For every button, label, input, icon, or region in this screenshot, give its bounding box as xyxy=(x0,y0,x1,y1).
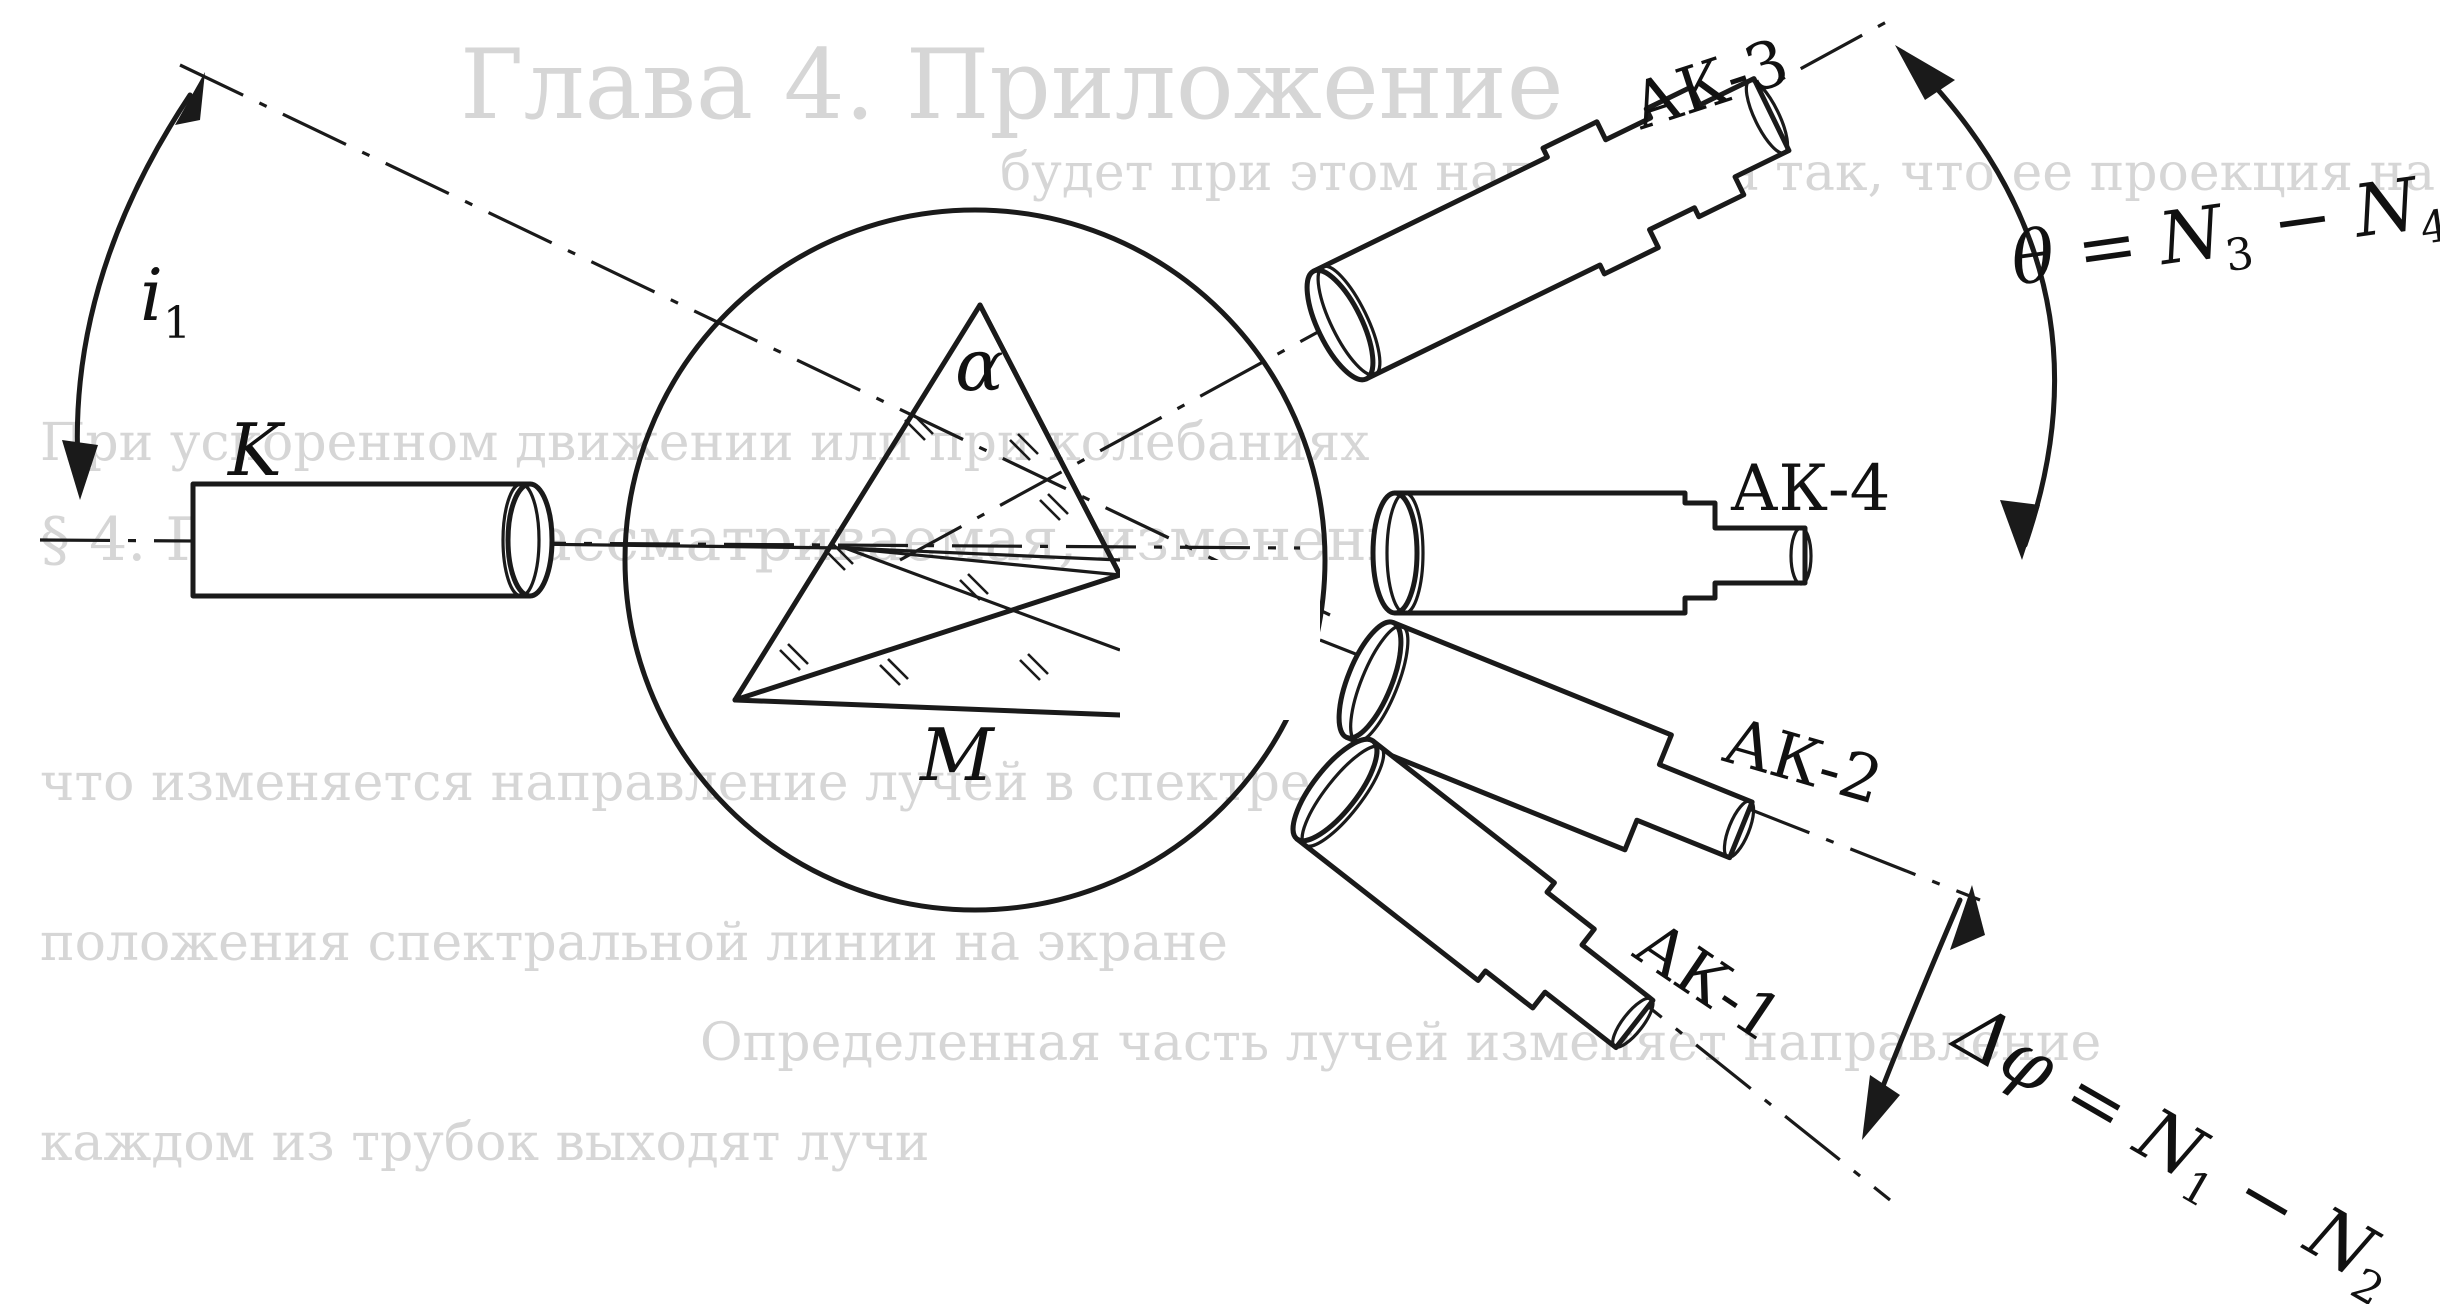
bleed-line-7: каждом из трубок выходят лучи xyxy=(40,1113,930,1173)
bleed-through-text: Глава 4. Приложение будет при этом напра… xyxy=(40,29,2435,1173)
prism-label: M xyxy=(918,713,996,797)
bleed-line-6: Определенная часть лучей изменяет направ… xyxy=(700,1013,2101,1073)
collimator-label: K xyxy=(226,408,286,492)
bleed-line-4: что изменяется направление лучей в спект… xyxy=(40,753,1311,813)
prism-hatching xyxy=(779,413,1069,686)
angle-i1-arc xyxy=(62,72,205,500)
angle-theta-arc xyxy=(1895,45,2057,560)
bleed-line-5: положения спектральной линии на экране xyxy=(40,913,1228,973)
dphi-formula: Δφ = N1 − N2 xyxy=(1934,985,2414,1304)
ak4-label: АК-4 xyxy=(1730,452,1890,526)
refracted-rays xyxy=(844,546,1121,652)
telescope-ak4 xyxy=(1370,490,1813,616)
prism-angle-label: α xyxy=(955,323,1004,407)
tube-mask xyxy=(1120,560,1320,720)
telescope-ak2 xyxy=(1336,619,1756,861)
telescope-ak1 xyxy=(1290,736,1656,1051)
telescope-ak3 xyxy=(1304,76,1792,383)
incident-axis-line xyxy=(39,538,1301,550)
bleed-heading: Глава 4. Приложение xyxy=(460,29,1564,141)
reference-axis-upper xyxy=(179,63,1331,617)
prism-m xyxy=(732,302,1123,718)
spectrometer-table-circle xyxy=(622,207,1328,913)
angle-dphi-arc xyxy=(1862,885,1985,1140)
collimator-k xyxy=(190,481,555,599)
angle-i-label: i1 xyxy=(140,253,191,349)
